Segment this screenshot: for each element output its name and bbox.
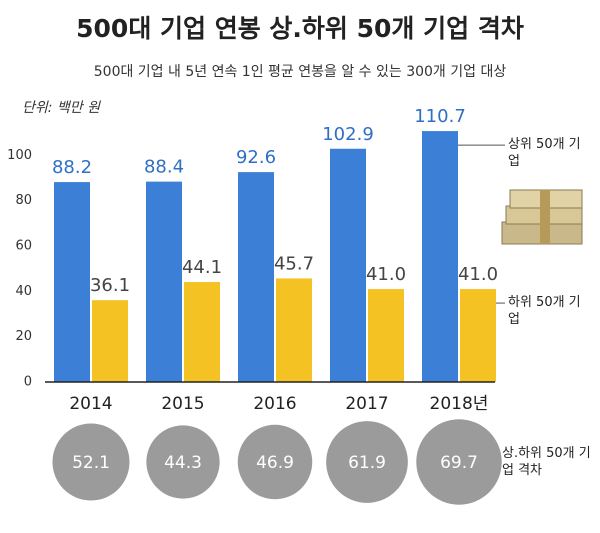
y-tick-label: 40 — [15, 284, 32, 299]
value-label: 88.4 — [144, 157, 184, 178]
x-tick-label: 2016 — [253, 394, 296, 414]
value-label: 41.0 — [458, 264, 498, 285]
value-label: 102.9 — [322, 124, 374, 145]
bar — [184, 282, 220, 382]
x-tick-label: 2014 — [69, 394, 112, 414]
legend-label: 상위 50개 기업 — [508, 137, 581, 170]
x-tick-label: 2018년 — [430, 394, 489, 414]
y-tick-label: 0 — [24, 375, 32, 390]
gap-label: 52.1 — [72, 453, 110, 473]
value-label: 44.1 — [182, 257, 222, 278]
gap-label: 44.3 — [164, 453, 202, 473]
gap-label: 상.하위 50개 기업 격차 — [502, 446, 591, 478]
gap-circle — [326, 421, 408, 503]
bar — [238, 172, 274, 382]
bar — [368, 289, 404, 382]
value-label: 41.0 — [366, 264, 406, 285]
bar — [460, 289, 496, 382]
bar — [146, 181, 182, 382]
value-label: 88.2 — [52, 157, 92, 178]
value-label: 92.6 — [236, 147, 276, 168]
gap-circle — [52, 423, 130, 501]
money-icon — [501, 189, 583, 245]
bar — [92, 300, 128, 382]
value-label: 45.7 — [274, 253, 314, 274]
bar — [330, 148, 366, 382]
y-tick-label: 100 — [7, 148, 32, 163]
gap-label: 69.7 — [440, 453, 478, 473]
gap-circle — [146, 425, 220, 499]
value-label: 110.7 — [414, 106, 466, 127]
value-label: 36.1 — [90, 275, 130, 296]
bar — [276, 278, 312, 382]
chart-subtitle: 500대 기업 내 5년 연속 1인 평균 연봉을 알 수 있는 300개 기업… — [94, 64, 507, 80]
bar — [422, 131, 458, 382]
y-tick-label: 80 — [15, 193, 32, 208]
x-tick-label: 2015 — [161, 394, 204, 414]
x-tick-label: 2017 — [345, 394, 388, 414]
chart-title: 500대 기업 연봉 상.하위 50개 기업 격차 — [76, 14, 524, 43]
y-tick-label: 20 — [15, 329, 32, 344]
unit-label: 단위: 백만 원 — [22, 100, 101, 116]
gap-label: 46.9 — [256, 453, 294, 473]
y-tick-label: 60 — [15, 239, 32, 254]
gap-label: 61.9 — [348, 453, 386, 473]
gap-circle — [237, 424, 313, 500]
bar — [54, 182, 90, 382]
legend-label: 하위 50개 기업 — [508, 295, 581, 328]
gap-circle — [416, 419, 502, 505]
